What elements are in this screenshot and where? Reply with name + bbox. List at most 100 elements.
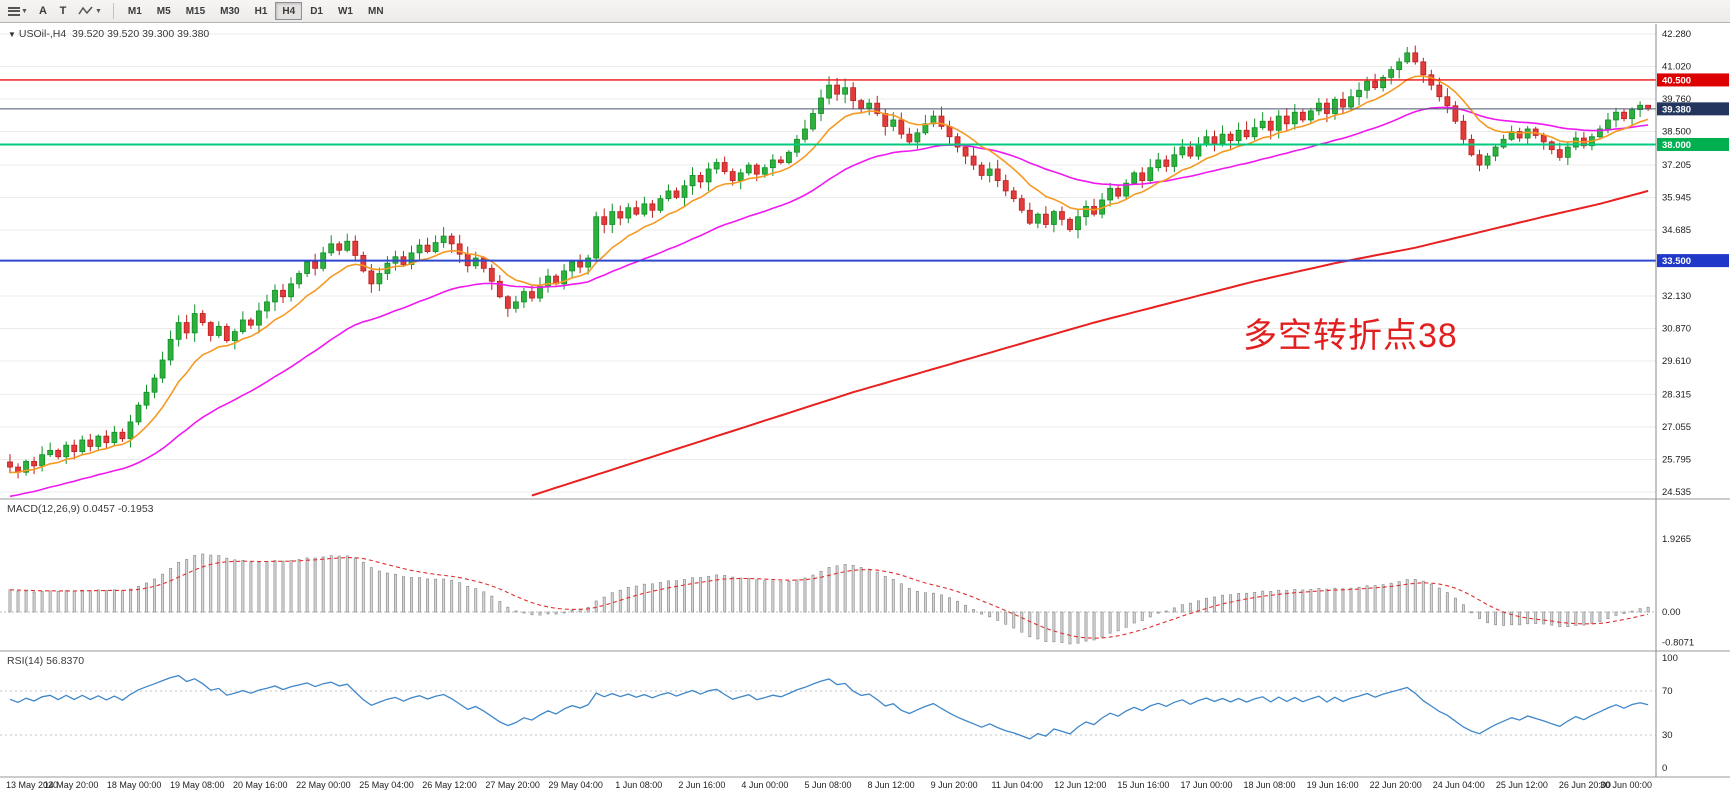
macd-histogram-bar bbox=[915, 590, 919, 613]
candle bbox=[705, 168, 712, 183]
macd-histogram-bar bbox=[289, 560, 293, 613]
candle bbox=[1123, 182, 1130, 197]
macd-histogram-bar bbox=[1172, 607, 1176, 613]
candle bbox=[1211, 136, 1218, 144]
candle bbox=[561, 270, 567, 285]
candle bbox=[657, 198, 664, 211]
macd-histogram-bar bbox=[867, 568, 871, 613]
macd-histogram-bar bbox=[602, 596, 606, 613]
candle bbox=[777, 159, 784, 163]
macd-histogram-bar bbox=[393, 573, 397, 613]
price-tick-label: 42.280 bbox=[1662, 29, 1691, 40]
macd-histogram-bar bbox=[1526, 611, 1530, 625]
candle bbox=[842, 87, 849, 95]
macd-histogram-bar bbox=[1494, 611, 1497, 626]
candle bbox=[601, 216, 608, 225]
macd-histogram-bar bbox=[1036, 611, 1040, 640]
candle bbox=[1163, 159, 1170, 167]
macd-axis-label: 1.9265 bbox=[1662, 534, 1691, 545]
text-tool-button[interactable]: T bbox=[54, 2, 72, 20]
time-axis-label: 8 Jun 12:00 bbox=[868, 780, 915, 790]
candle bbox=[352, 240, 359, 256]
cursor-tool-button[interactable]: A bbox=[34, 2, 52, 20]
macd-histogram-bar bbox=[1028, 611, 1032, 638]
timeframe-button-m5[interactable]: M5 bbox=[150, 2, 178, 20]
horizontal-levels-layer: 40.500 38.000 33.500 39.380 bbox=[0, 73, 1729, 268]
macd-histogram-bar bbox=[265, 561, 269, 613]
candle bbox=[986, 168, 993, 176]
macd-histogram-bar bbox=[642, 583, 646, 613]
candle bbox=[962, 146, 969, 157]
time-axis-label: 14 May 20:00 bbox=[44, 780, 99, 790]
macd-histogram-bar bbox=[586, 606, 590, 613]
candle bbox=[183, 322, 190, 334]
macd-histogram-bar bbox=[1470, 611, 1473, 614]
candle bbox=[488, 267, 495, 282]
candle bbox=[1267, 120, 1274, 131]
ma-mid-line bbox=[9, 106, 1649, 498]
timeframe-button-m15[interactable]: M15 bbox=[179, 2, 212, 20]
time-axis-label: 18 May 00:00 bbox=[107, 780, 162, 790]
candle bbox=[1203, 136, 1210, 145]
line-style-icon[interactable]: ▼ bbox=[74, 2, 106, 20]
charts-menu-icon[interactable]: ▼ bbox=[4, 2, 32, 20]
timeframe-button-h4[interactable]: H4 bbox=[275, 2, 303, 20]
candle bbox=[424, 244, 431, 252]
candle bbox=[761, 167, 768, 175]
candle bbox=[697, 175, 704, 183]
candle bbox=[1299, 111, 1306, 121]
macd-histogram-bar bbox=[859, 567, 863, 613]
candle bbox=[504, 296, 511, 309]
price-level-badge-label: 33.500 bbox=[1662, 256, 1691, 267]
timeframe-button-m30[interactable]: M30 bbox=[213, 2, 246, 20]
price-tick-label: 24.535 bbox=[1662, 487, 1691, 498]
timeframe-button-m1[interactable]: M1 bbox=[121, 2, 149, 20]
macd-histogram-bar bbox=[739, 577, 743, 613]
macd-histogram-bar bbox=[201, 553, 205, 613]
candle bbox=[1332, 98, 1338, 114]
macd-histogram-bar bbox=[458, 582, 462, 613]
macd-histogram-bar bbox=[530, 611, 534, 616]
candle bbox=[1629, 109, 1635, 120]
candle bbox=[978, 164, 985, 176]
candle bbox=[1115, 187, 1122, 197]
candle bbox=[794, 138, 800, 153]
macd-histogram-bar bbox=[1044, 611, 1048, 642]
macd-histogram-bar bbox=[803, 577, 807, 613]
macd-histogram-bar bbox=[956, 600, 959, 613]
macd-histogram-bar bbox=[1148, 611, 1152, 618]
candle bbox=[713, 162, 720, 170]
macd-histogram-bar bbox=[1381, 584, 1385, 613]
candle bbox=[127, 421, 134, 440]
timeframe-button-h1[interactable]: H1 bbox=[248, 2, 275, 20]
candle bbox=[1564, 146, 1571, 158]
macd-histogram-bar bbox=[923, 592, 927, 613]
macd-histogram-bar bbox=[450, 579, 454, 613]
macd-histogram-bar bbox=[96, 589, 100, 613]
macd-histogram-bar bbox=[1349, 587, 1353, 613]
candle bbox=[151, 377, 158, 393]
candle bbox=[1179, 146, 1186, 156]
candle bbox=[521, 291, 527, 303]
timeframe-button-w1[interactable]: W1 bbox=[331, 2, 360, 20]
candle bbox=[223, 326, 230, 342]
chevron-down-icon: ▼ bbox=[94, 7, 102, 15]
candle bbox=[545, 275, 551, 287]
candle bbox=[159, 359, 166, 379]
candle bbox=[103, 435, 110, 443]
macd-histogram-bar bbox=[1156, 611, 1160, 614]
timeframe-button-d1[interactable]: D1 bbox=[303, 2, 330, 20]
candle bbox=[1452, 105, 1459, 122]
macd-histogram-bar bbox=[1309, 589, 1313, 613]
timeframe-button-mn[interactable]: MN bbox=[361, 2, 391, 20]
macd-histogram-bar bbox=[1277, 589, 1281, 613]
time-axis-label: 22 May 00:00 bbox=[296, 780, 351, 790]
macd-histogram-bar bbox=[377, 570, 381, 613]
macd-histogram-bar bbox=[1325, 588, 1329, 613]
macd-histogram-bar bbox=[1108, 611, 1112, 634]
candle bbox=[786, 151, 792, 163]
candle bbox=[1227, 133, 1234, 141]
candle bbox=[1107, 187, 1114, 201]
